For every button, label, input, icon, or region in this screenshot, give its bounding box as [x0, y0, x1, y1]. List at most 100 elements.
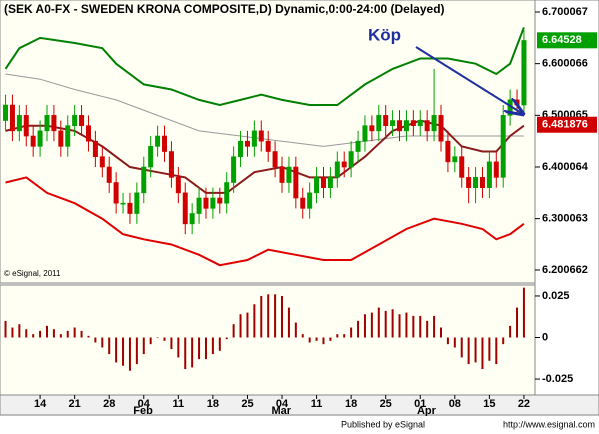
- bar: [474, 337, 477, 363]
- bar: [4, 320, 7, 338]
- chart-title: (SEK A0-FX - SWEDEN KRONA COMPOSITE,D) D…: [4, 2, 445, 16]
- candle-body: [238, 140, 244, 157]
- candle-body: [493, 161, 499, 178]
- bar: [73, 327, 76, 338]
- candle-body: [479, 177, 485, 188]
- y-tick-label: 0: [542, 331, 548, 343]
- candle-body: [334, 161, 340, 178]
- ma-price-label: 6.481876: [542, 119, 588, 131]
- price-axis: [534, 0, 599, 396]
- x-tick-label: 18: [207, 398, 219, 410]
- x-tick-label: 04: [138, 398, 151, 410]
- candle-body: [92, 140, 98, 157]
- bar: [52, 329, 55, 338]
- bar: [357, 320, 360, 338]
- bar: [287, 307, 290, 338]
- footer-url[interactable]: http://www.esignal.com: [503, 419, 595, 429]
- month-label: Mar: [271, 405, 291, 417]
- candle-body: [3, 104, 9, 121]
- bar: [267, 294, 270, 338]
- bar: [80, 330, 83, 338]
- y-tick-label: 6.600066: [542, 58, 588, 70]
- bar: [384, 310, 387, 338]
- bar: [163, 337, 166, 341]
- candle-body: [293, 166, 299, 199]
- candle-body: [162, 135, 168, 152]
- bar: [108, 337, 111, 355]
- bar: [39, 330, 42, 338]
- bar: [25, 329, 28, 338]
- bar: [87, 335, 90, 338]
- x-tick-label: 11: [311, 398, 323, 410]
- candle-body: [459, 156, 465, 178]
- candle-body: [224, 182, 230, 204]
- candle-body: [314, 177, 320, 194]
- bar: [218, 337, 221, 351]
- bar: [142, 337, 145, 355]
- bar: [211, 337, 214, 355]
- y-tick-label: -0.025: [542, 373, 573, 385]
- candle-body: [251, 130, 257, 147]
- candle-body: [217, 197, 223, 204]
- bar: [522, 287, 525, 338]
- bar: [135, 337, 138, 365]
- indicator-line: [5, 176, 525, 267]
- bar: [481, 337, 484, 370]
- candle-body: [307, 192, 313, 209]
- ma-price-label-box: [537, 116, 597, 133]
- bar: [453, 337, 456, 348]
- x-tick-label: 25: [380, 398, 392, 410]
- candle-body: [210, 197, 216, 209]
- candle-body: [16, 115, 22, 132]
- candle-body: [327, 177, 333, 188]
- candle-body: [9, 104, 15, 132]
- bar: [467, 337, 470, 365]
- candle-body: [286, 166, 292, 183]
- candle-body: [175, 177, 181, 194]
- bar: [198, 337, 201, 360]
- candle-body: [44, 115, 50, 132]
- bar: [446, 337, 449, 345]
- candle-body: [514, 99, 520, 106]
- candle-body: [376, 115, 382, 132]
- x-tick-label: 22: [518, 398, 530, 410]
- y-tick-label: 6.400064: [542, 161, 589, 173]
- bar: [274, 294, 277, 338]
- bar: [177, 337, 180, 358]
- month-label: Apr: [417, 405, 437, 417]
- x-tick-label: 08: [449, 398, 461, 410]
- bar: [495, 337, 498, 365]
- candle-body: [417, 120, 423, 126]
- bar: [488, 337, 491, 361]
- candle-body: [300, 197, 306, 209]
- candle-body: [23, 115, 29, 137]
- bar: [115, 337, 118, 363]
- x-tick-label: 21: [69, 398, 81, 410]
- bar: [253, 304, 256, 338]
- annotation: Köp: [368, 25, 401, 44]
- y-tick-label: 6.700067: [542, 6, 588, 18]
- candle-body: [148, 146, 154, 168]
- bar: [281, 295, 284, 338]
- bar: [426, 320, 429, 338]
- bar: [59, 334, 62, 338]
- month-label: Feb: [133, 405, 153, 417]
- candle-body: [58, 130, 64, 147]
- y-tick-label: 6.300063: [542, 213, 588, 225]
- copyright: © eSignal, 2011: [4, 269, 61, 278]
- bar: [122, 337, 125, 366]
- x-tick-label: 01: [414, 398, 426, 410]
- bar: [343, 334, 346, 338]
- bar: [460, 337, 463, 358]
- candle-body: [99, 156, 105, 168]
- bar: [439, 327, 442, 338]
- candle-body: [79, 115, 85, 126]
- bar: [94, 337, 97, 343]
- bar: [419, 315, 422, 338]
- bar: [315, 337, 318, 341]
- x-tick-label: 15: [483, 398, 495, 410]
- candle-body: [120, 202, 126, 205]
- candle-body: [403, 120, 409, 132]
- x-tick-label: 11: [173, 398, 185, 410]
- candle-body: [155, 135, 161, 147]
